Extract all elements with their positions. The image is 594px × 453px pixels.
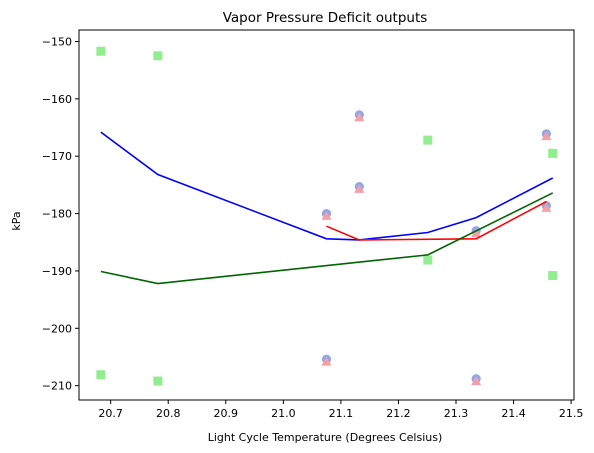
scatter-point-square-0 — [96, 47, 105, 56]
y-tick-label: −190 — [42, 265, 72, 278]
x-tick-label: 21.5 — [559, 407, 584, 420]
scatter-point-square-5 — [423, 256, 432, 265]
chart-title: Vapor Pressure Deficit outputs — [223, 10, 428, 26]
x-tick-label: 20.8 — [156, 407, 181, 420]
x-tick-label: 21.4 — [501, 407, 526, 420]
scatter-point-square-7 — [548, 271, 557, 280]
y-tick-label: −180 — [42, 208, 72, 221]
scatter-point-square-3 — [153, 377, 162, 386]
y-axis-title: kPa — [10, 211, 23, 230]
y-tick-label: −150 — [42, 35, 72, 48]
y-tick-label: −210 — [42, 380, 72, 393]
y-tick-label: −160 — [42, 93, 72, 106]
y-tick-label: −200 — [42, 322, 72, 335]
scatter-point-square-1 — [96, 370, 105, 379]
x-axis-title: Light Cycle Temperature (Degrees Celsius… — [208, 431, 443, 444]
x-tick-label: 21.1 — [329, 407, 354, 420]
scatter-point-square-2 — [153, 51, 162, 60]
x-tick-label: 21.0 — [271, 407, 296, 420]
y-tick-label: −170 — [42, 150, 72, 163]
scatter-point-square-4 — [423, 136, 432, 145]
x-tick-label: 21.2 — [386, 407, 411, 420]
x-tick-label: 20.9 — [214, 407, 239, 420]
scatter-point-square-6 — [548, 149, 557, 158]
x-tick-label: 20.7 — [98, 407, 123, 420]
x-tick-label: 21.3 — [444, 407, 469, 420]
